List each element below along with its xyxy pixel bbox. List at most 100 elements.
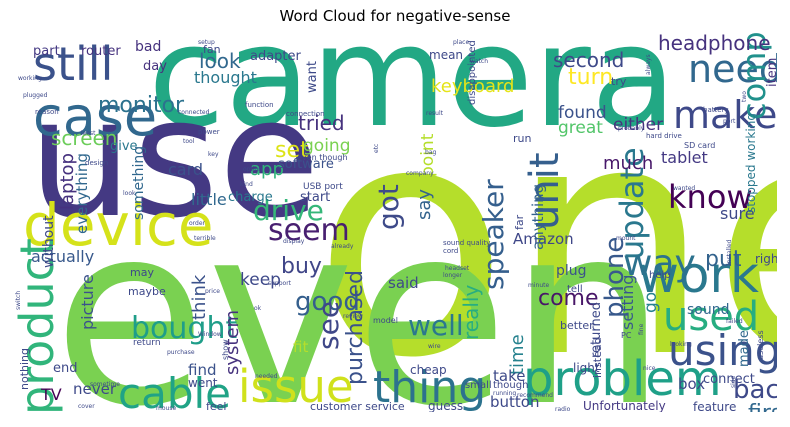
word-show: show (221, 339, 230, 360)
word-even: even (53, 170, 667, 412)
word-charge: charge (228, 190, 273, 205)
word-look: look (199, 49, 241, 73)
word-know: know (668, 178, 753, 216)
word-though: though (493, 380, 528, 391)
word-see: see (312, 301, 345, 350)
word-recommend: recommend (517, 392, 553, 399)
word-company: company (406, 170, 434, 177)
word-tried: tried (298, 111, 345, 135)
word-better: better (560, 319, 594, 332)
word-unfortunately: Unfortunately (583, 399, 666, 412)
word-one: one (313, 56, 777, 412)
word-way: way (623, 243, 696, 284)
word-picture: picture (78, 274, 97, 330)
word-model: model (373, 316, 398, 325)
word-laptop: laptop (57, 153, 78, 210)
word-speaker: speaker (477, 179, 510, 290)
word-app: app (250, 159, 284, 180)
word-guess: guess (428, 399, 463, 412)
word-never: never (73, 380, 117, 398)
word-issue: issue (238, 360, 354, 412)
word-connection: connection (286, 110, 325, 118)
word-fan: fan (203, 43, 221, 56)
word-found: found (558, 103, 607, 123)
word-buy: buy (281, 254, 322, 279)
word-tv: TV (40, 385, 62, 404)
word-disappointed: disappointed (467, 40, 478, 105)
word-take: take (493, 367, 525, 385)
word-say: say (414, 189, 435, 220)
word-fine: fine (638, 323, 645, 335)
word-set: set (275, 138, 309, 163)
word-bought: bought (131, 311, 237, 346)
word-useless: useless (756, 330, 765, 360)
word-day: day (143, 59, 167, 74)
word-system: system (222, 310, 243, 375)
word-window: Window (198, 331, 222, 338)
word-port: port (723, 118, 736, 125)
word-cheap: cheap (410, 363, 447, 377)
word-made: made (737, 330, 752, 367)
word-power: power (198, 128, 220, 136)
word-either: either (613, 115, 663, 135)
word-switch: switch (15, 291, 22, 310)
word-probably: probably (618, 125, 645, 132)
word-went: went (188, 376, 218, 390)
word-returned: returned (589, 302, 604, 358)
word-feature: feature (693, 400, 736, 412)
word-got: got (372, 184, 405, 230)
word-something: something (131, 146, 147, 220)
word-sd-card: SD card (684, 141, 715, 150)
word-cable: cable (118, 369, 231, 412)
word-actually: actually (31, 247, 94, 266)
word-stopped-working: stopped working (744, 113, 758, 213)
word-thing: thing (373, 362, 486, 412)
word-try: try (611, 75, 627, 88)
word-working: working (18, 75, 42, 82)
word-sound: sound (687, 302, 730, 318)
word-side: side (730, 375, 737, 388)
word-result: result (426, 110, 444, 117)
word-well: well (408, 309, 464, 342)
word-part: part (33, 44, 60, 59)
word-nice: nice (643, 365, 656, 372)
word-kind: kind (240, 181, 253, 188)
word-far: far (513, 214, 526, 230)
word-light: light (573, 361, 600, 375)
word-purchased: purchased (343, 270, 368, 385)
word-mean: mean (429, 48, 463, 62)
word-used: used (663, 294, 759, 340)
word-come: come (538, 286, 599, 311)
word-phone: phone (600, 237, 630, 318)
word-maybe: maybe (128, 285, 166, 298)
word-tool: tool (183, 138, 195, 145)
word-still: still (33, 37, 113, 91)
word-put: put (705, 247, 742, 272)
word-box: box (678, 375, 705, 393)
word-tablet: tablet (661, 148, 708, 167)
word-sure: sure (720, 204, 755, 223)
word-place: place (453, 39, 469, 46)
word-support: support (268, 280, 292, 287)
word-problem: problem (523, 351, 722, 407)
word-without: without (41, 215, 57, 268)
word-cord: cord (443, 247, 458, 255)
word-monitor: monitor (98, 93, 185, 118)
word-even-though: even though (297, 153, 348, 162)
word-adapter: adapter (250, 49, 302, 64)
word-much: much (603, 153, 653, 174)
word-pc: PC (621, 331, 632, 340)
word-think: think (189, 274, 210, 320)
word-wire: wire (428, 343, 441, 350)
word-going: going (303, 136, 350, 156)
word-keep: keep (240, 270, 281, 290)
word-look: look (123, 190, 136, 197)
chart-title: Word Cloud for negative-sense (279, 7, 511, 25)
word-order: order (189, 220, 206, 227)
word-need: need (688, 47, 777, 91)
word-installed: installed (726, 239, 733, 265)
word-run: run (513, 132, 531, 145)
word-bad: bad (135, 39, 161, 55)
